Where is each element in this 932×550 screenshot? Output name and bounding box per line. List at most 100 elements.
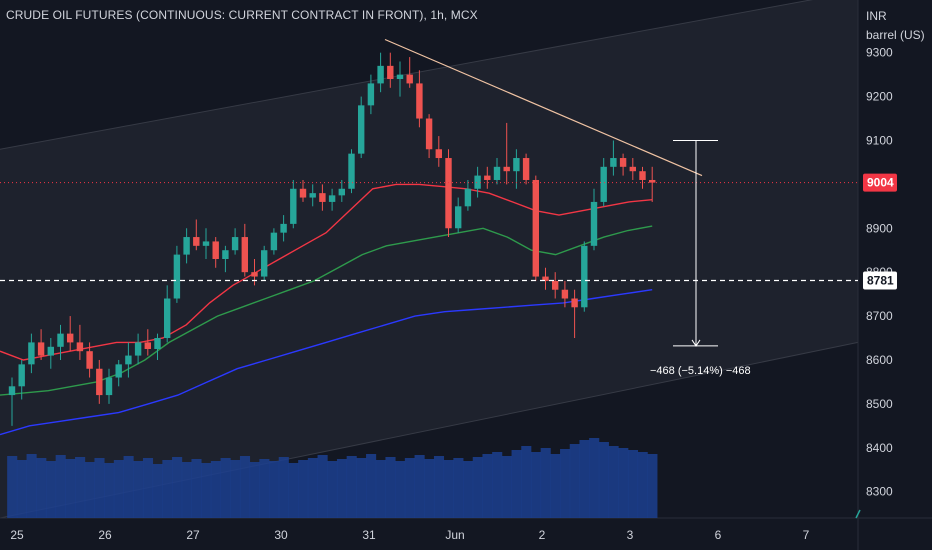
candle-body [309,193,316,198]
candle [86,342,93,378]
y-tick-label: 8300 [866,485,893,499]
volume-bar [278,457,289,518]
chart-title: CRUDE OIL FUTURES (CONTINUOUS: CURRENT C… [6,8,478,22]
candle [484,166,491,189]
channel-fill [0,0,858,518]
volume-bar [113,460,124,518]
volume-bar [259,459,270,518]
candle-body [164,298,171,339]
candle-body [47,346,54,356]
volume-bar [463,461,474,518]
volume-bar [647,454,658,518]
candle-body [406,74,413,84]
candle [416,70,423,128]
volume-bar [104,463,115,518]
candle [493,158,501,185]
unit-measure: barrel (US) [866,28,925,42]
volume-bar [26,454,37,518]
volume-bar [269,461,280,518]
volume-bar [75,457,86,518]
x-tick-label: 25 [10,528,24,542]
candle-body [455,206,462,229]
candle [387,52,394,88]
candle [76,324,84,360]
volume-bar [530,452,542,518]
volume-bar [45,461,57,518]
candle [18,359,25,400]
candle-body [474,175,481,189]
candle-body [358,105,365,154]
y-tick-label: 8500 [866,397,893,411]
measure-label: −468 (−5.14%) −468 [650,365,751,377]
candle-body [154,338,161,349]
x-tick-label: 30 [274,528,288,542]
candle-body [125,355,132,365]
candle-body [464,188,472,207]
candle-body [241,237,248,273]
candle-body [542,276,549,281]
candle-body [610,158,617,167]
candle-body [193,237,200,246]
volume-bar [560,449,571,518]
candle [358,96,365,159]
candles-layer [8,52,656,426]
candle-body [96,368,103,396]
volume-bar [220,458,231,518]
candle-body [348,153,355,189]
volume-bar [501,456,512,518]
x-tick-label: 26 [98,528,112,542]
candle-body [8,386,16,396]
candle-body [105,377,113,396]
candle [600,158,607,207]
candle-body [581,245,588,308]
x-tick-label: 2 [539,528,546,542]
candle-body [552,280,559,290]
candle-body [37,342,45,356]
candle-body [561,289,569,299]
candle [270,228,278,255]
candle [202,228,210,259]
volume-bar [65,459,76,518]
candle [348,149,355,194]
volume-bar [84,462,95,518]
y-tick-label: 9300 [866,46,893,60]
volume-bar [152,464,163,518]
y-axis: 9300920091009000890088008700860085008400… [855,46,897,519]
volume-bar [201,463,212,518]
candle-body [639,171,646,180]
candle [134,333,142,365]
candle [125,342,132,378]
candle-body [328,195,336,202]
volume-bar [36,458,47,518]
ema-slow-line [0,289,653,436]
candle [561,280,569,308]
candle-body [338,188,345,196]
candle [28,333,35,374]
volume-bar [336,459,348,518]
candle [455,197,462,233]
volume-bar [550,454,561,518]
volume-bar [424,459,435,518]
candle [619,153,627,176]
volume-bar [366,454,377,518]
candle-body [28,342,35,365]
candle [115,359,122,387]
candle [425,114,433,159]
volume-bar [637,452,648,518]
candle-body [377,65,384,84]
candle-body [115,364,122,378]
candle [474,166,481,198]
volume-bar [395,461,406,518]
y-tick-label: 8400 [866,441,893,455]
x-axis: 25 26 27 30 31 Jun 2 3 6 7 [10,528,809,542]
candle [105,368,113,404]
candle-body [493,166,501,180]
volume-bar [327,461,338,518]
candle [639,166,646,189]
candle-body [629,166,636,172]
volume-bar [133,461,144,518]
x-tick-label: 31 [362,528,376,542]
candle [47,338,54,369]
candle-body [202,241,210,246]
